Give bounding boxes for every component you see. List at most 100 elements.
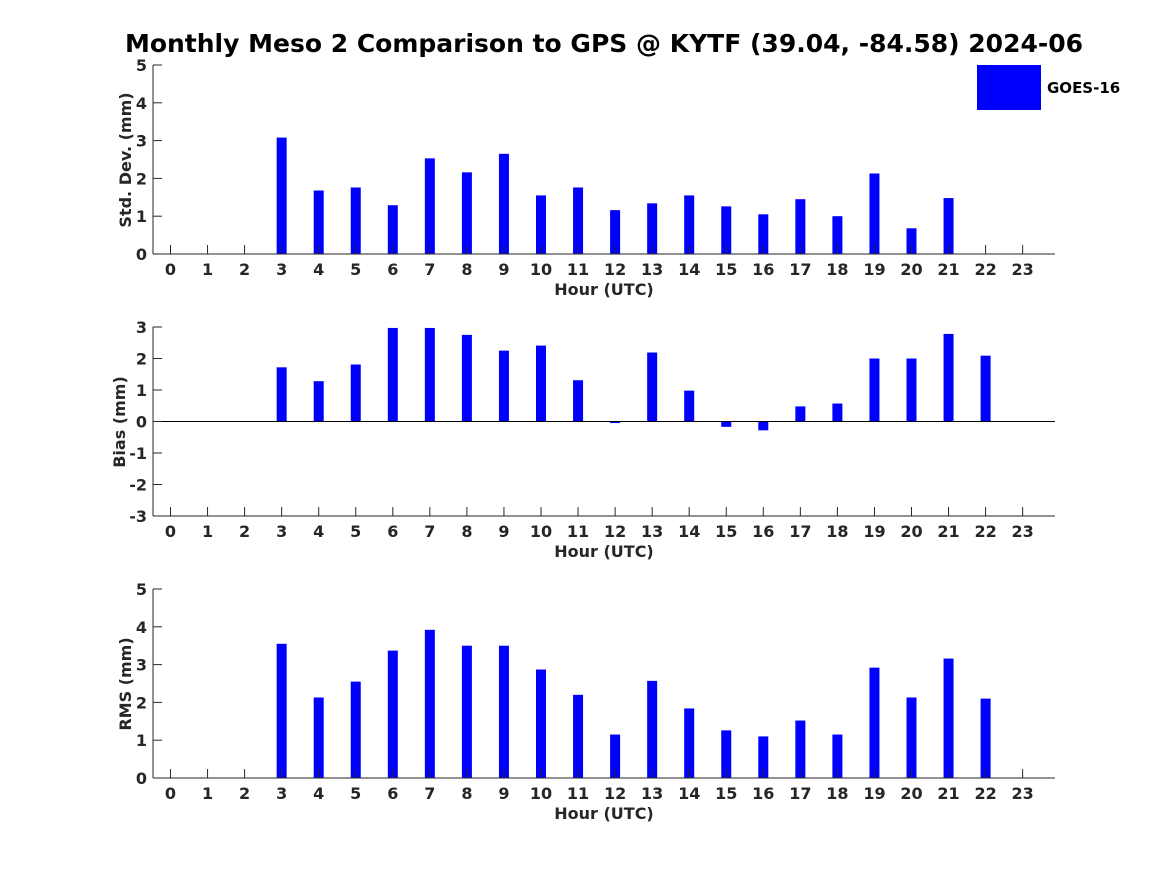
std-dev-xlabel: Hour (UTC)	[554, 280, 654, 299]
std-dev-xtick-label: 21	[937, 260, 959, 279]
std-dev-xtick-label: 3	[276, 260, 287, 279]
std-dev-xtick-label: 13	[641, 260, 663, 279]
std-dev-ytick-label: 1	[136, 207, 147, 226]
rms-xtick-label: 9	[498, 784, 509, 803]
bias-bar-12	[610, 421, 621, 424]
rms-xtick-label: 6	[387, 784, 398, 803]
bias-bar-17	[795, 406, 806, 422]
std-dev-xtick-label: 9	[498, 260, 509, 279]
bias-xtick-label: 21	[937, 522, 959, 541]
bias-xtick-label: 14	[678, 522, 700, 541]
bias-ytick-label: -1	[129, 444, 147, 463]
rms-xtick-label: 20	[900, 784, 922, 803]
legend: GOES-16	[977, 65, 1120, 110]
rms-bar-7	[424, 629, 435, 778]
std-dev-ylabel: Std. Dev. (mm)	[116, 92, 135, 227]
bias-xtick-label: 10	[530, 522, 552, 541]
std-dev-bar-6	[387, 205, 398, 254]
bias-xtick-label: 6	[387, 522, 398, 541]
legend-swatch	[977, 65, 1041, 110]
std-dev-xtick-label: 6	[387, 260, 398, 279]
std-dev-bar-16	[758, 214, 769, 254]
std-dev-xtick-label: 5	[350, 260, 361, 279]
std-dev-ytick-label: 5	[136, 56, 147, 75]
std-dev-bar-21	[943, 198, 954, 254]
rms-bar-17	[795, 720, 806, 778]
std-dev-xtick-label: 0	[165, 260, 176, 279]
bias-bar-16	[758, 421, 769, 431]
rms-bar-22	[980, 698, 991, 778]
rms-xtick-label: 1	[202, 784, 213, 803]
rms-bar-14	[684, 708, 695, 778]
bias-ytick-label: -3	[129, 507, 147, 526]
bias-bar-21	[943, 333, 954, 422]
bias-xtick-label: 15	[715, 522, 737, 541]
std-dev-xtick-label: 4	[313, 260, 324, 279]
rms-ytick-label: 2	[136, 693, 147, 712]
std-dev-xtick-label: 2	[239, 260, 250, 279]
bias-xtick-label: 13	[641, 522, 663, 541]
rms-xtick-label: 22	[974, 784, 996, 803]
std-dev-bar-10	[536, 195, 546, 254]
rms-xtick-label: 15	[715, 784, 737, 803]
rms-ytick-label: 0	[136, 769, 147, 788]
bias-xlabel: Hour (UTC)	[554, 542, 654, 561]
std-dev-xtick-label: 18	[826, 260, 848, 279]
bias-bar-11	[573, 380, 584, 422]
std-dev-ytick-label: 3	[136, 132, 147, 151]
bias-ytick-label: 3	[136, 318, 147, 337]
rms-xtick-label: 4	[313, 784, 324, 803]
std-dev-xtick-label: 11	[567, 260, 589, 279]
rms-ytick-label: 3	[136, 656, 147, 675]
std-dev-xtick-label: 20	[900, 260, 922, 279]
rms-bar-5	[350, 681, 361, 778]
bias-ytick-label: 2	[136, 350, 147, 369]
bias-xtick-label: 11	[567, 522, 589, 541]
std-dev-bar-18	[832, 216, 843, 254]
std-dev-bar-14	[684, 195, 695, 254]
rms-bar-9	[498, 645, 509, 778]
bias-xtick-label: 4	[313, 522, 324, 541]
bias-bar-15	[721, 421, 732, 427]
bias-bar-18	[832, 403, 843, 422]
std-dev-xtick-label: 7	[424, 260, 435, 279]
rms-bar-12	[610, 734, 621, 778]
bias-xtick-label: 0	[165, 522, 176, 541]
rms-xtick-label: 17	[789, 784, 811, 803]
std-dev-bar-12	[610, 210, 621, 254]
bias-bar-6	[387, 327, 398, 422]
bias-bar-9	[498, 350, 509, 422]
std-dev-xtick-label: 16	[752, 260, 774, 279]
std-dev-bar-11	[573, 187, 584, 254]
std-dev-xtick-label: 19	[863, 260, 885, 279]
rms-bar-19	[869, 667, 880, 778]
bias-bar-20	[906, 358, 917, 422]
bias-xtick-label: 5	[350, 522, 361, 541]
bias-ytick-label: -2	[129, 476, 147, 495]
bias-xtick-label: 9	[498, 522, 509, 541]
std-dev-bar-13	[647, 203, 658, 254]
bias-xtick-label: 1	[202, 522, 213, 541]
rms-ytick-label: 1	[136, 731, 147, 750]
std-dev-bar-3	[276, 137, 287, 254]
bias-xtick-label: 23	[1012, 522, 1034, 541]
std-dev-bar-7	[424, 158, 435, 254]
rms-bar-18	[832, 734, 843, 778]
rms-bar-21	[943, 658, 954, 778]
std-dev-bar-4	[313, 190, 324, 254]
std-dev-xtick-label: 8	[461, 260, 472, 279]
bias-xtick-label: 12	[604, 522, 626, 541]
std-dev-xtick-label: 1	[202, 260, 213, 279]
bias-xtick-label: 22	[974, 522, 996, 541]
bias-ylabel: Bias (mm)	[110, 376, 129, 468]
chart-title: Monthly Meso 2 Comparison to GPS @ KYTF …	[125, 29, 1083, 58]
rms-xtick-label: 12	[604, 784, 626, 803]
rms-xtick-label: 3	[276, 784, 287, 803]
std-dev-bar-15	[721, 206, 732, 254]
bias-xtick-label: 3	[276, 522, 287, 541]
